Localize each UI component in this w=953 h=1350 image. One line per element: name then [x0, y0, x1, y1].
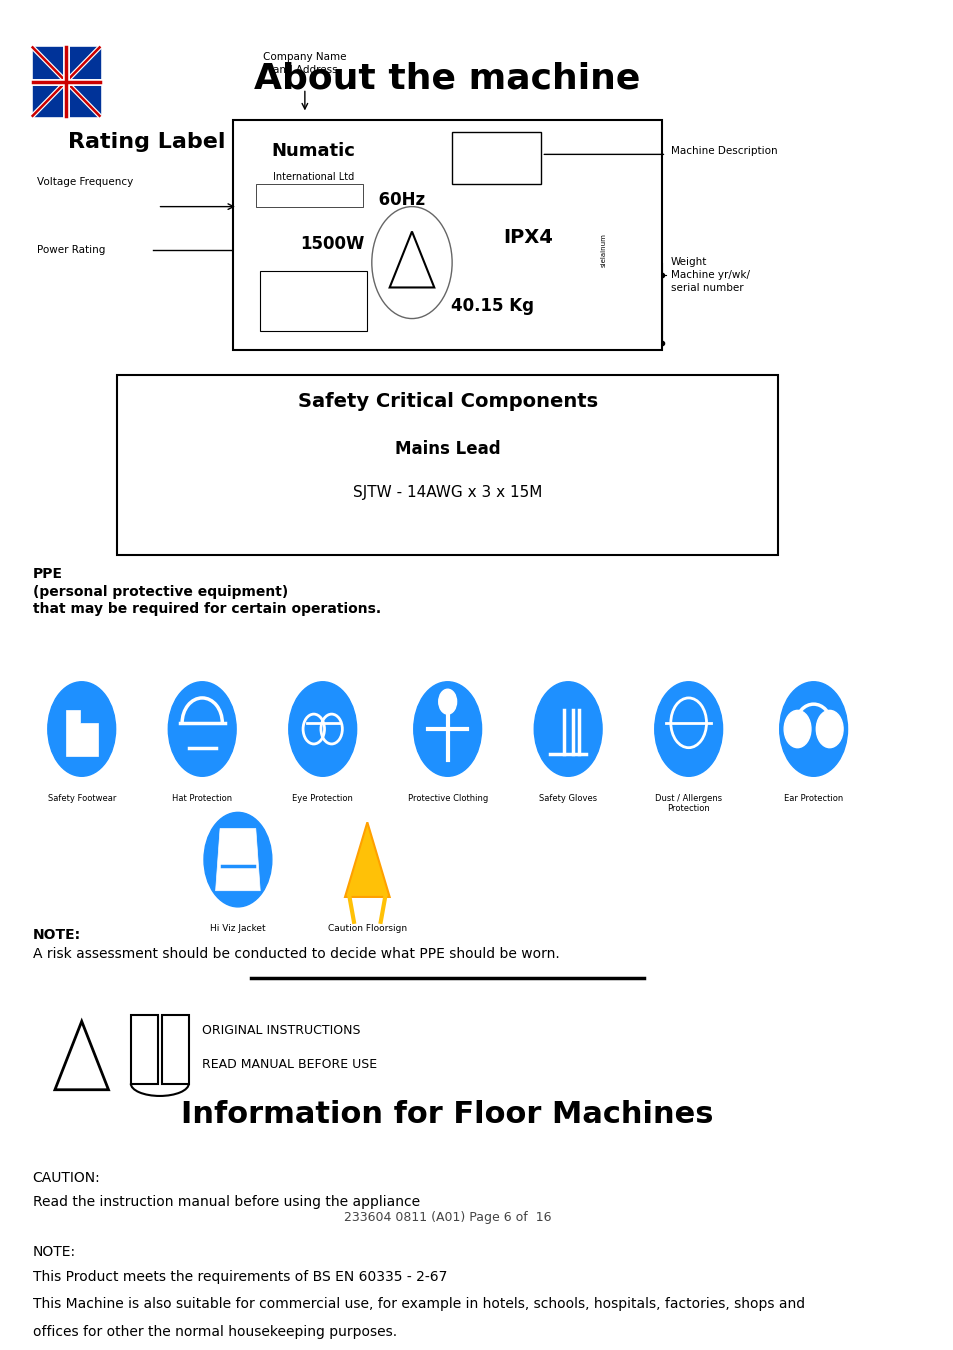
Text: Safety Gloves: Safety Gloves	[538, 794, 597, 803]
FancyBboxPatch shape	[260, 271, 367, 331]
Text: PPE: PPE	[32, 567, 63, 582]
Text: Machine Description: Machine Description	[670, 146, 777, 155]
Circle shape	[289, 682, 356, 776]
Text: Ear Protection: Ear Protection	[783, 794, 842, 803]
Circle shape	[438, 690, 456, 714]
Polygon shape	[389, 231, 434, 288]
Text: Eye Protection: Eye Protection	[292, 794, 353, 803]
Circle shape	[534, 682, 601, 776]
Text: Voltage Frequency: Voltage Frequency	[37, 177, 133, 186]
Text: Power Rating: Power Rating	[37, 246, 106, 255]
Circle shape	[816, 710, 842, 748]
Text: IPX4: IPX4	[502, 228, 553, 247]
Text: Read the instruction manual before using the appliance: Read the instruction manual before using…	[32, 1196, 419, 1210]
Circle shape	[168, 682, 236, 776]
FancyBboxPatch shape	[233, 120, 661, 350]
Text: TÜV: TÜV	[405, 246, 417, 250]
FancyBboxPatch shape	[255, 184, 362, 207]
Text: Safety Footwear: Safety Footwear	[48, 794, 115, 803]
Circle shape	[654, 682, 721, 776]
Circle shape	[372, 207, 452, 319]
Text: A risk assessment should be conducted to decide what PPE should be worn.: A risk assessment should be conducted to…	[32, 946, 558, 961]
Text: sielainum: sielainum	[600, 234, 606, 267]
Text: (personal protective equipment): (personal protective equipment)	[32, 585, 288, 599]
Circle shape	[414, 682, 481, 776]
Text: International Ltd: International Ltd	[273, 171, 355, 182]
Text: ORIGINAL INSTRUCTIONS: ORIGINAL INSTRUCTIONS	[202, 1023, 360, 1037]
Text: NOTE:: NOTE:	[32, 927, 81, 942]
Text: 40.15 Kg: 40.15 Kg	[451, 297, 534, 315]
Polygon shape	[66, 710, 98, 756]
Text: NOTE:: NOTE:	[32, 1245, 75, 1260]
Text: Numatic: Numatic	[272, 142, 355, 159]
Text: Caution Floorsign: Caution Floorsign	[328, 925, 407, 933]
Text: Safety Critical Components: Safety Critical Components	[297, 393, 598, 412]
Text: This Product meets the requirements of BS EN 60335 - 2-67: This Product meets the requirements of B…	[32, 1270, 447, 1284]
Circle shape	[779, 682, 846, 776]
Text: of North America, Inc.: of North America, Inc.	[392, 278, 431, 282]
Text: Rheinland: Rheinland	[399, 266, 424, 271]
FancyBboxPatch shape	[452, 132, 540, 184]
Text: Company Name
and Address: Company Name and Address	[263, 53, 346, 76]
Circle shape	[48, 682, 115, 776]
Text: CHARD,ENGLAND,TA20 2GB: CHARD,ENGLAND,TA20 2GB	[260, 193, 357, 198]
Polygon shape	[215, 829, 260, 891]
Text: NS 17: NS 17	[464, 144, 528, 163]
Polygon shape	[345, 822, 389, 896]
Text: READ MANUAL BEFORE USE: READ MANUAL BEFORE USE	[202, 1058, 377, 1072]
Text: offices for other the normal housekeeping purposes.: offices for other the normal housekeepin…	[32, 1324, 396, 1339]
FancyBboxPatch shape	[117, 374, 777, 555]
Text: 233604 0811 (A01) Page 6 of  16: 233604 0811 (A01) Page 6 of 16	[344, 1211, 551, 1224]
Polygon shape	[55, 1022, 109, 1089]
Circle shape	[204, 813, 272, 907]
Text: Mains Lead: Mains Lead	[395, 440, 500, 458]
Circle shape	[783, 710, 810, 748]
Text: 175 rpm: 175 rpm	[278, 294, 349, 310]
Text: !: !	[77, 1056, 86, 1075]
FancyBboxPatch shape	[161, 1015, 189, 1084]
Text: 120V~   60Hz: 120V~ 60Hz	[300, 192, 425, 209]
Text: Rating Label: Rating Label	[69, 132, 226, 153]
Text: Protective Clothing: Protective Clothing	[407, 794, 487, 803]
Text: Dust / Allergens
Protection: Dust / Allergens Protection	[655, 794, 721, 813]
Text: that may be required for certain operations.: that may be required for certain operati…	[32, 602, 380, 616]
Text: i: i	[173, 1042, 178, 1057]
Text: Information for Floor Machines: Information for Floor Machines	[181, 1100, 713, 1129]
Text: Hat Protection: Hat Protection	[172, 794, 232, 803]
FancyBboxPatch shape	[131, 1015, 158, 1084]
Text: CAUTION:: CAUTION:	[32, 1170, 100, 1184]
Text: Hi Viz Jacket: Hi Viz Jacket	[210, 925, 266, 933]
Text: About the machine: About the machine	[254, 62, 640, 96]
Text: This Machine is also suitable for commercial use, for example in hotels, schools: This Machine is also suitable for commer…	[32, 1297, 804, 1311]
Text: 1500W: 1500W	[300, 235, 364, 252]
Text: Weight
Machine yr/wk/
serial number: Weight Machine yr/wk/ serial number	[670, 256, 749, 293]
Text: SJTW - 14AWG x 3 x 15M: SJTW - 14AWG x 3 x 15M	[353, 485, 542, 501]
FancyBboxPatch shape	[32, 47, 99, 116]
